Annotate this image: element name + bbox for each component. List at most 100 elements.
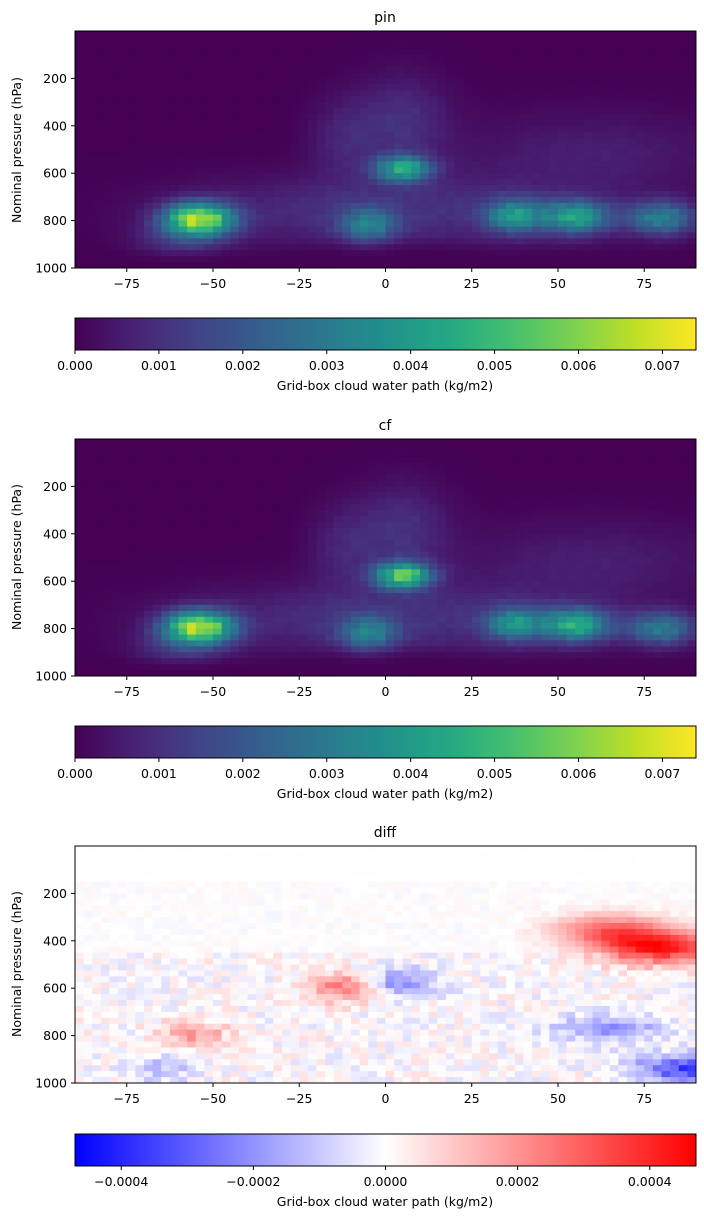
- heatmap-cell: [144, 167, 153, 174]
- heatmap-cell: [213, 161, 222, 168]
- heatmap-cell: [248, 67, 257, 74]
- heatmap-cell: [196, 475, 205, 482]
- heatmap-cell: [515, 49, 524, 56]
- heatmap-cell: [248, 540, 257, 547]
- heatmap-cell: [489, 575, 498, 582]
- heatmap-cell: [351, 31, 360, 38]
- heatmap-cell: [101, 522, 110, 529]
- heatmap-cell: [239, 569, 248, 576]
- heatmap-cell: [187, 37, 196, 44]
- heatmap-cell: [222, 232, 231, 239]
- heatmap-cell: [472, 232, 481, 239]
- heatmap-cell: [541, 552, 550, 559]
- heatmap-cell: [558, 563, 567, 570]
- heatmap-cell: [265, 232, 274, 239]
- heatmap-cell: [144, 558, 153, 565]
- heatmap-cell: [213, 114, 222, 121]
- heatmap-cell: [403, 72, 412, 79]
- heatmap-cell: [342, 256, 351, 263]
- heatmap-cell: [653, 492, 662, 499]
- heatmap-cell: [368, 250, 377, 257]
- heatmap-cell: [515, 37, 524, 44]
- heatmap-cell: [92, 120, 101, 127]
- heatmap-cell: [437, 463, 446, 470]
- heatmap-cell: [118, 475, 127, 482]
- heatmap-cell: [394, 552, 403, 559]
- heatmap-cell: [670, 114, 679, 121]
- heatmap-cell: [334, 552, 343, 559]
- heatmap-cell: [480, 581, 489, 588]
- heatmap-cell: [101, 203, 110, 210]
- heatmap-cell: [204, 161, 213, 168]
- heatmap-cell: [291, 120, 300, 127]
- heatmap-cell: [282, 238, 291, 245]
- heatmap-cell: [506, 439, 515, 446]
- heatmap-cell: [368, 61, 377, 68]
- heatmap-cell: [636, 84, 645, 91]
- heatmap-cell: [282, 120, 291, 127]
- heatmap-cell: [317, 126, 326, 133]
- heatmap-cell: [127, 78, 136, 85]
- heatmap-cell: [273, 546, 282, 553]
- heatmap-cell: [618, 558, 627, 565]
- heatmap-cell: [593, 67, 602, 74]
- heatmap-cell: [506, 498, 515, 505]
- heatmap-cell: [342, 587, 351, 594]
- heatmap-cell: [325, 209, 334, 216]
- heatmap-cell: [110, 150, 119, 157]
- heatmap-cell: [265, 84, 274, 91]
- heatmap-cell: [110, 605, 119, 612]
- heatmap-cell: [213, 167, 222, 174]
- heatmap-cell: [299, 144, 308, 151]
- heatmap-cell: [567, 475, 576, 482]
- heatmap-cell: [584, 55, 593, 62]
- heatmap-cell: [291, 528, 300, 535]
- heatmap-cell: [679, 563, 688, 570]
- heatmap-cell: [360, 457, 369, 464]
- heatmap-cell: [230, 498, 239, 505]
- heatmap-cell: [360, 587, 369, 594]
- heatmap-cell: [429, 191, 438, 198]
- heatmap-cell: [679, 37, 688, 44]
- heatmap-cell: [256, 179, 265, 186]
- heatmap-cell: [127, 480, 136, 487]
- heatmap-cell: [446, 221, 455, 228]
- colorbar-label: Grid-box cloud water path (kg/m2): [277, 378, 493, 393]
- heatmap-cell: [455, 575, 464, 582]
- heatmap-cell: [386, 161, 395, 168]
- heatmap-cell: [644, 43, 653, 50]
- heatmap-cell: [653, 96, 662, 103]
- heatmap-cell: [317, 161, 326, 168]
- heatmap-cell: [636, 510, 645, 517]
- heatmap-cell: [351, 67, 360, 74]
- heatmap-cell: [196, 49, 205, 56]
- heatmap-cell: [653, 558, 662, 565]
- heatmap-cell: [429, 232, 438, 239]
- heatmap-cell: [506, 191, 515, 198]
- heatmap-cell: [135, 37, 144, 44]
- heatmap-cell: [653, 78, 662, 85]
- heatmap-cell: [75, 67, 84, 74]
- heatmap-cell: [532, 150, 541, 157]
- heatmap-cell: [377, 528, 386, 535]
- heatmap-cell: [342, 546, 351, 553]
- heatmap-cell: [248, 96, 257, 103]
- heatmap-cell: [429, 185, 438, 192]
- heatmap-cell: [342, 114, 351, 121]
- heatmap-cell: [325, 221, 334, 228]
- heatmap-cell: [360, 215, 369, 222]
- heatmap-cell: [360, 232, 369, 239]
- heatmap-cell: [670, 209, 679, 216]
- heatmap-cell: [489, 599, 498, 606]
- heatmap-cell: [472, 167, 481, 174]
- heatmap-cell: [593, 144, 602, 151]
- heatmap-cell: [532, 96, 541, 103]
- heatmap-cell: [532, 227, 541, 234]
- heatmap-cell: [403, 563, 412, 570]
- heatmap-cell: [204, 510, 213, 517]
- heatmap-cell: [480, 593, 489, 600]
- heatmap-cell: [394, 96, 403, 103]
- heatmap-cell: [480, 439, 489, 446]
- heatmap-cell: [610, 232, 619, 239]
- heatmap-cell: [118, 138, 127, 145]
